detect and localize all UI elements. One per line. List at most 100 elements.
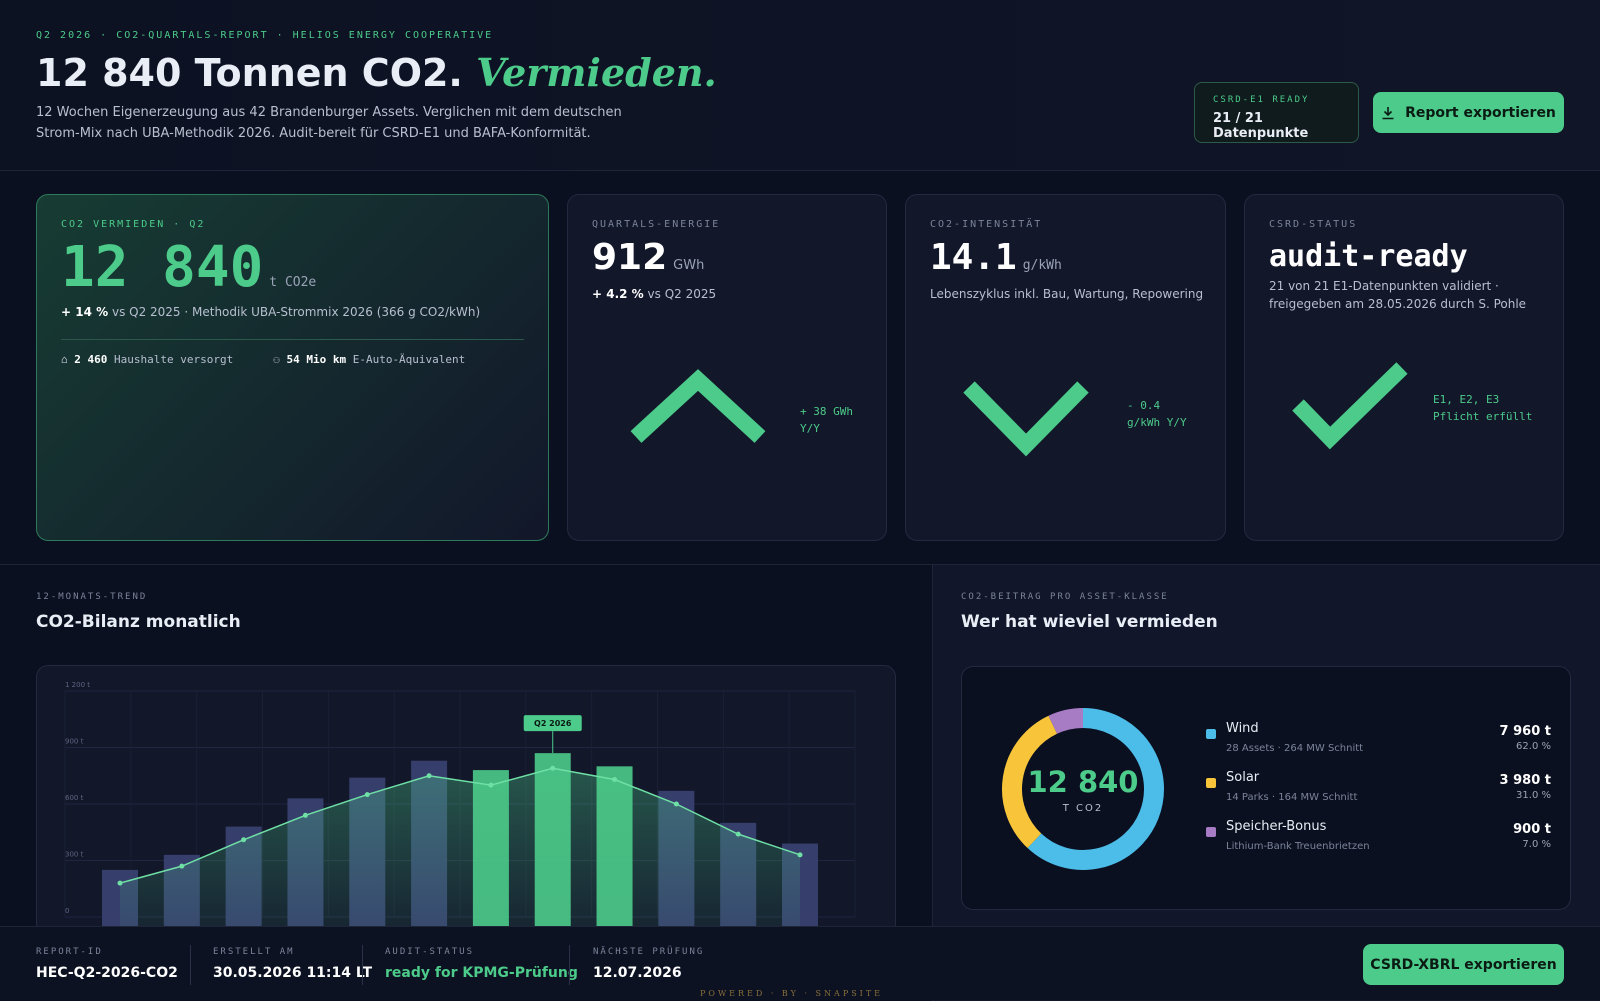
headline: 12 840 Tonnen CO2. Vermieden. <box>36 50 717 95</box>
subtitle: 12 Wochen Eigenerzeugung aus 42 Brandenb… <box>36 102 622 144</box>
line-point <box>488 782 494 788</box>
section-title: CO2-Bilanz monatlich <box>36 612 241 632</box>
annotation-box <box>523 715 582 732</box>
line-point <box>364 792 370 798</box>
section-eyebrow: CO2-BEITRAG PRO ASSET-KLASSE <box>961 592 1169 602</box>
kpi-eyebrow: QUARTALS-ENERGIE <box>592 219 721 230</box>
footer-value: 12.07.2026 <box>593 965 682 981</box>
trend-line: + 38 GWh <box>800 405 853 418</box>
section-title: Wer hat wieviel vermieden <box>961 612 1218 632</box>
trend-line: E1, E2, E3 <box>1433 393 1500 406</box>
kpi-value: audit-ready <box>1269 239 1468 274</box>
line-point <box>179 863 185 869</box>
kpi-card: CSRD-STATUS audit-ready 21 von 21 E1-Dat… <box>1244 194 1564 541</box>
value: 912 <box>592 237 668 278</box>
line-point <box>797 852 803 858</box>
note: vs Q2 2025 <box>647 287 717 301</box>
kpi-eyebrow: CSRD-STATUS <box>1269 219 1358 230</box>
y-tick-label: 1 200 t <box>65 681 90 689</box>
donut-center-value: 12 840 <box>1028 765 1139 799</box>
unit: GWh <box>673 258 705 273</box>
section-eyebrow: 12-MONATS-TREND <box>36 592 148 602</box>
legend-swatch <box>1206 827 1216 837</box>
kpi-value: 12 840 t CO2e <box>61 235 316 300</box>
kpi-value: 912 GWh <box>592 237 704 278</box>
donut-segment <box>1048 708 1084 734</box>
line-point <box>426 773 432 779</box>
kpi-note: + 4.2 % vs Q2 2025 <box>592 287 716 301</box>
unit: t CO2e <box>269 275 317 290</box>
kpi-card: CO2 VERMIEDEN · Q2 12 840 t CO2e + 14 % v… <box>36 194 549 541</box>
stat-label: Haushalte versorgt <box>114 353 234 366</box>
legend-detail: Lithium-Bank Treuenbrietzen <box>1226 841 1370 852</box>
eyebrow: Q2 2026 · CO2-QUARTALS-REPORT · HELIOS E… <box>36 30 494 41</box>
line-point <box>302 812 308 818</box>
xbrl-button[interactable]: CSRD-XBRL exportieren <box>1363 944 1564 985</box>
footer-value: HEC-Q2-2026-CO2 <box>36 965 178 981</box>
download-icon <box>1382 106 1394 119</box>
value: 12 840 <box>61 235 264 300</box>
line-point <box>612 777 618 783</box>
kpi-trend: E1, E2, E3 Pflicht erfüllt <box>1433 391 1532 425</box>
trend-line: Pflicht erfüllt <box>1433 410 1533 423</box>
separator <box>362 945 363 985</box>
kpi-card: QUARTALS-ENERGIE 912 GWh + 4.2 % vs Q2 20… <box>567 194 887 541</box>
kpi-trend: - 0.4 g/kWh Y/Y <box>1127 397 1187 431</box>
footer-value: 30.05.2026 11:14 LT <box>213 965 373 981</box>
stat: ⚇ 54 Mio km E-Auto-Äquivalent <box>273 353 466 366</box>
line-point <box>117 880 123 886</box>
footer-item: AUDIT-STATUS ready for KPMG-Prüfung <box>385 947 578 981</box>
footer-item: REPORT-ID HEC-Q2-2026-CO2 <box>36 947 178 981</box>
kpi-stats: ⌂ 2 460 Haushalte versorgt ⚇ 54 Mio km E… <box>61 353 465 366</box>
legend-percent: 31.0 % <box>1516 790 1551 801</box>
kpi-eyebrow: CO2-INTENSITÄT <box>930 219 1043 230</box>
legend-swatch <box>1206 729 1216 739</box>
badge-value: 21 / 21 Datenpunkte <box>1213 111 1309 141</box>
trend-line: g/kWh Y/Y <box>1127 416 1187 429</box>
kpi-note: 21 von 21 E1-Datenpunkten validiert · fre… <box>1269 277 1526 313</box>
line <box>119 767 801 884</box>
legend-label: Wind <box>1226 721 1259 736</box>
donut-segment <box>1027 708 1164 870</box>
mix-chart: Wind 28 Assets · 264 MW Schnitt 7 960 t 62.… <box>961 666 1571 910</box>
title: 12 840 Tonnen CO2. <box>36 51 463 95</box>
button-label: Report exportieren <box>1405 104 1556 121</box>
kpi-value: 14.1 g/kWh <box>930 237 1062 278</box>
chevron-down <box>963 381 1089 457</box>
line-point <box>241 837 247 843</box>
export-button[interactable]: Report exportieren <box>1373 92 1564 133</box>
line-point <box>735 831 741 837</box>
annotation: Q2 2026 <box>534 719 572 728</box>
legend-percent: 62.0 % <box>1516 741 1551 752</box>
footer-label: REPORT-ID <box>36 947 103 957</box>
stat-value: 54 Mio km <box>286 353 347 366</box>
y-tick-label: 0 <box>65 907 69 915</box>
legend-percent: 7.0 % <box>1522 839 1551 850</box>
kpi-note: + 14 % vs Q2 2025 · Methodik UBA-Strommi… <box>61 305 480 319</box>
chevron-up <box>630 369 766 443</box>
footer: REPORT-ID HEC-Q2-2026-CO2 ERSTELLT AM 30.0… <box>0 926 1600 1000</box>
unit: g/kWh <box>1022 258 1062 273</box>
note: vs Q2 2025 · Methodik UBA-Strommix 2026 … <box>111 305 481 319</box>
legend-detail: 14 Parks · 164 MW Schnitt <box>1226 792 1357 803</box>
stat-value: 2 460 <box>74 353 108 366</box>
line-area <box>120 768 800 964</box>
footer-label: NÄCHSTE PRÜFUNG <box>593 947 705 957</box>
kpi-card: CO2-INTENSITÄT 14.1 g/kWh Lebenszyklus in… <box>905 194 1226 541</box>
y-tick-label: 600 t <box>65 794 84 802</box>
note-line: 21 von 21 E1-Datenpunkten validiert · <box>1269 279 1499 293</box>
footer-label: ERSTELLT AM <box>213 947 295 957</box>
legend-swatch <box>1206 778 1216 788</box>
footer-value: ready for KPMG-Prüfung <box>385 965 578 981</box>
header: Q2 2026 · CO2-QUARTALS-REPORT · HELIOS E… <box>0 0 1600 171</box>
kpi-note: Lebenszyklus inkl. Bau, Wartung, Repower… <box>930 287 1204 301</box>
powered-by: POWERED · BY · SNAPSITE <box>700 989 884 998</box>
line-point <box>673 801 679 807</box>
trend-line: - 0.4 <box>1127 399 1161 412</box>
footer-label: AUDIT-STATUS <box>385 947 475 957</box>
legend-amount: 3 980 t <box>1500 773 1551 788</box>
line-point <box>550 765 556 771</box>
divider <box>61 339 524 340</box>
subtitle-line: 12 Wochen Eigenerzeugung aus 42 Brandenb… <box>36 105 622 120</box>
